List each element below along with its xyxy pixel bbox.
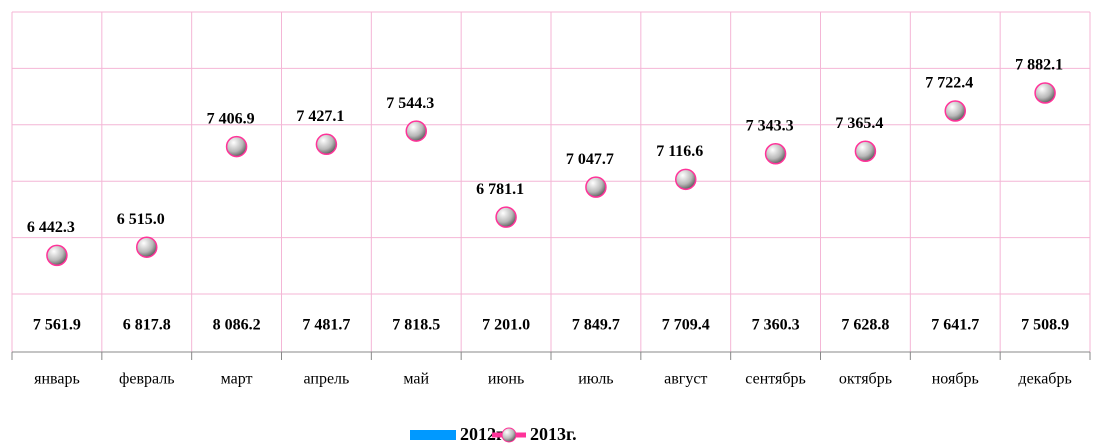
data-label: 7 427.1 (296, 108, 344, 125)
table-value: 8 086.2 (213, 317, 261, 334)
table-value: 7 508.9 (1021, 317, 1069, 334)
marker (764, 143, 787, 165)
marker (854, 140, 877, 163)
x-tick-label: декабрь (1018, 371, 1071, 388)
legend-label: 2013г. (530, 424, 577, 444)
marker (225, 135, 248, 158)
legend-swatch (501, 427, 517, 443)
marker (944, 100, 966, 122)
table-value: 7 481.7 (302, 317, 350, 334)
legend-swatch (410, 430, 456, 440)
table-value: 6 817.8 (123, 317, 171, 334)
x-tick-label: август (664, 371, 707, 388)
marker (46, 244, 68, 267)
x-tick-label: сентябрь (745, 371, 806, 388)
table-value: 7 360.3 (752, 317, 800, 334)
table-value: 7 709.4 (662, 317, 710, 334)
table-value: 7 628.8 (841, 317, 889, 334)
marker (136, 236, 158, 258)
marker (1034, 82, 1056, 104)
data-label: 7 406.9 (207, 110, 255, 127)
x-tick-label: ноябрь (932, 371, 979, 388)
marker (675, 168, 697, 191)
data-label: 7 116.6 (656, 143, 703, 160)
data-label: 6 515.0 (117, 211, 165, 228)
marker (315, 133, 338, 156)
x-tick-label: июнь (488, 371, 524, 388)
table-value: 7 561.9 (33, 317, 81, 334)
x-tick-label: апрель (303, 371, 349, 388)
table-value: 7 201.0 (482, 317, 530, 334)
data-label: 7 544.3 (386, 95, 434, 112)
table-value: 7 818.5 (392, 317, 440, 334)
x-tick-label: январь (34, 371, 80, 388)
x-tick-label: май (403, 371, 429, 388)
x-tick-label: март (221, 371, 253, 388)
x-tick-label: октябрь (839, 371, 892, 388)
marker (405, 120, 427, 142)
data-label: 7 882.1 (1015, 57, 1063, 74)
table-value: 7 641.7 (931, 317, 979, 334)
data-label: 6 442.3 (27, 219, 75, 236)
data-label: 7 365.4 (835, 115, 883, 132)
x-tick-label: июль (578, 371, 613, 388)
data-label: 7 722.4 (925, 75, 973, 92)
data-label: 7 343.3 (746, 117, 794, 134)
table-value: 7 849.7 (572, 317, 620, 334)
legend-label: 2012г. (460, 424, 507, 444)
data-label: 7 047.7 (566, 151, 614, 168)
marker (495, 206, 517, 228)
data-label: 6 781.1 (476, 181, 524, 198)
marker (585, 176, 607, 198)
x-tick-label: февраль (119, 371, 175, 388)
